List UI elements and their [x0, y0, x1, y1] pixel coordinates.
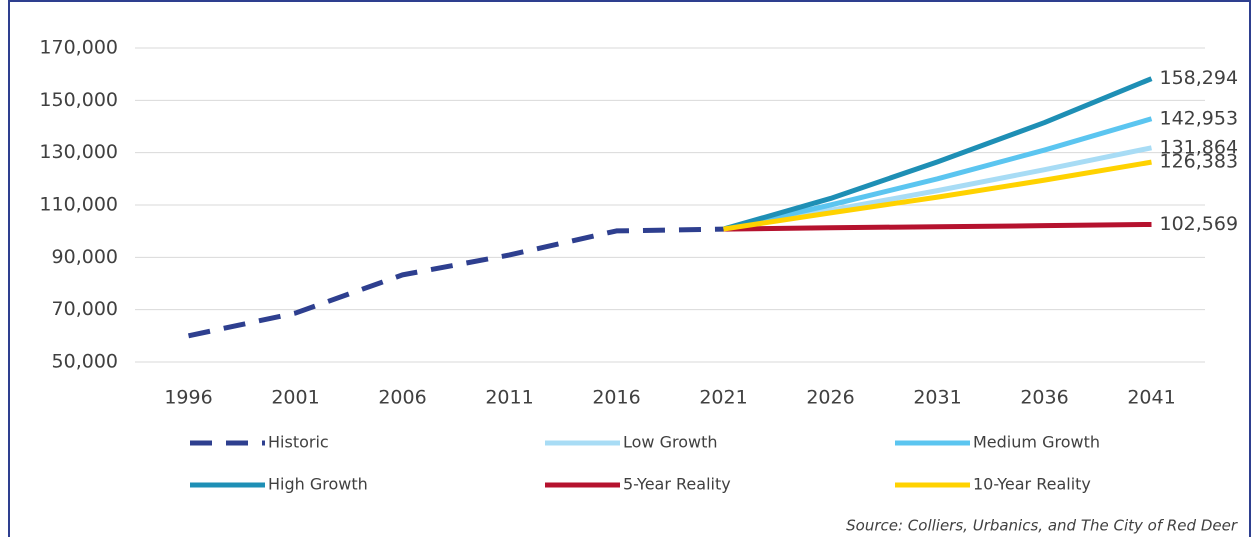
source-note: Source: Colliers, Urbanics, and The City… — [846, 517, 1238, 535]
legend-label: High Growth — [268, 475, 368, 494]
value-label: 126,383 — [1160, 151, 1239, 173]
frame — [8, 0, 1251, 537]
value-label: 158,294 — [1160, 67, 1239, 89]
x-tick-label: 2001 — [271, 387, 319, 409]
x-tick-label: 2011 — [485, 387, 533, 409]
legend-label: Medium Growth — [973, 433, 1100, 452]
x-tick-label: 2036 — [1020, 387, 1068, 409]
x-tick-label: 2026 — [806, 387, 854, 409]
x-tick-label: 2006 — [378, 387, 426, 409]
x-tick-label: 1996 — [164, 387, 212, 409]
series-line — [722, 76, 1153, 232]
x-tick-label: 2041 — [1127, 387, 1175, 409]
y-tick-label: 130,000 — [39, 141, 118, 163]
y-tick-label: 110,000 — [39, 194, 118, 216]
legend-label: Historic — [268, 433, 329, 452]
series-line — [723, 221, 1152, 232]
x-tick-label: 2031 — [913, 387, 961, 409]
value-label: 142,953 — [1160, 107, 1239, 129]
y-tick-label: 150,000 — [39, 89, 118, 111]
value-label: 102,569 — [1160, 213, 1239, 235]
x-tick-label: 2021 — [699, 387, 747, 409]
series-line — [722, 116, 1153, 232]
y-tick-label: 170,000 — [39, 37, 118, 59]
y-tick-label: 90,000 — [52, 246, 118, 268]
y-tick-label: 70,000 — [52, 298, 118, 320]
series-line — [723, 159, 1152, 232]
series-line — [187, 226, 724, 339]
legend-label: Low Growth — [623, 433, 718, 452]
x-tick-label: 2016 — [592, 387, 640, 409]
value-label: 131,864 — [1160, 136, 1239, 158]
y-tick-label: 50,000 — [52, 351, 118, 373]
legend-label: 5-Year Reality — [623, 475, 731, 494]
legend-label: 10-Year Reality — [973, 475, 1091, 494]
